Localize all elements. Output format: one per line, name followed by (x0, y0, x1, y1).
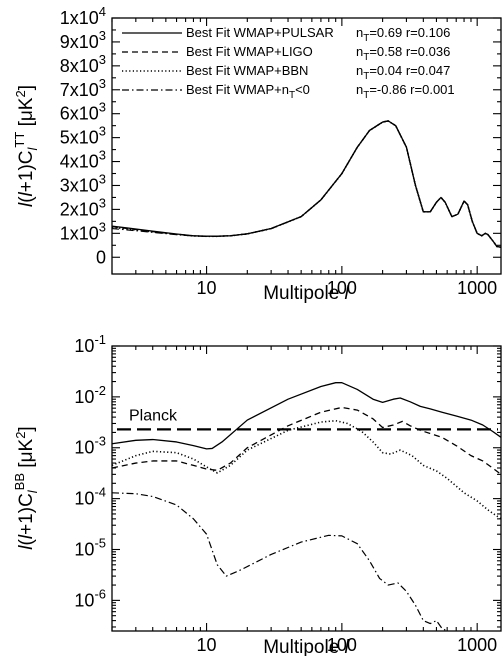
y-tick-label: 3x103 (60, 171, 106, 195)
series-line-best-fit-wmap-pulsar (112, 382, 501, 450)
bb-plot-frame (111, 345, 502, 632)
planck-sensitivity-group: Planck (117, 407, 498, 431)
bb-series-group (112, 382, 501, 631)
tt-plot-frame (111, 17, 502, 275)
series-line-best-fit-wmap-bbn (112, 419, 501, 520)
y-tick-label: 10-4 (74, 485, 106, 509)
legend-entry-params: nT=-0.86 r=0.001 (356, 82, 455, 101)
y-tick-label: 9x103 (60, 28, 106, 52)
bb-x-axis-title: Multipole l (263, 637, 349, 656)
legend-entry-label: Best Fit WMAP+BBN (186, 63, 308, 78)
bb-y-axis-title: l(l+1)ClBB [μK2] (12, 426, 40, 549)
planck-label: Planck (129, 407, 178, 424)
y-tick-label: 8x103 (60, 52, 106, 76)
y-tick-label: 10-3 (74, 434, 106, 458)
legend-entry-label: Best Fit WMAP+LIGO (186, 44, 313, 59)
tt-legend: Best Fit WMAP+PULSAR nT=0.69 r=0.106 Best … (122, 25, 455, 101)
tt-spectrum-panel: 10 100 1000 0 1x1032x1033x1034x1035x1036x103… (12, 4, 502, 304)
bb-axis-ticks: 10 100 1000 10-6 10-5 10-4 10-3 10-2 10-1 (74, 332, 501, 655)
y-tick-label: 10-2 (74, 383, 106, 407)
series-line-best-fit-wmap-bbn (112, 120, 501, 249)
tt-series-group (112, 120, 501, 249)
series-line-best-fit-wmap-pulsar (112, 120, 501, 248)
y-tick-label: 10-1 (74, 332, 106, 356)
tt-x-axis-title: Multipole l (263, 283, 349, 304)
y-tick-label: 10-5 (74, 535, 106, 559)
y-tick-label: 2x103 (60, 195, 106, 219)
legend-entry-label: Best Fit WMAP+PULSAR (186, 25, 334, 40)
legend-entry-params: nT=0.69 r=0.106 (356, 25, 450, 44)
series-line-best-fit-wmap-ligo (112, 406, 501, 475)
legend-entry-params: nT=0.58 r=0.036 (356, 44, 450, 63)
y-tick-label: 4x103 (60, 148, 106, 172)
y-tick-label: 7x103 (60, 76, 106, 100)
y-tick-label: 6x103 (60, 100, 106, 124)
legend-entry-params: nT=0.04 r=0.047 (356, 63, 450, 82)
tt-y-axis-title: l(l+1)ClTT [μK2] (12, 85, 40, 207)
y-tick-label: 0 (96, 247, 106, 267)
y-tick-label: 5x103 (60, 124, 106, 148)
y-tick-label: 1x104 (60, 4, 106, 28)
x-tick-label: 10 (197, 278, 217, 298)
series-line-best-fit-wmap-ligo (112, 120, 501, 248)
bb-spectrum-panel: 10 100 1000 10-6 10-5 10-4 10-3 10-2 10-1 Planck… (12, 332, 502, 656)
x-tick-label: 1000 (457, 278, 497, 298)
x-tick-label: 1000 (457, 635, 497, 655)
x-tick-label: 10 (197, 635, 217, 655)
legend-entry-label: Best Fit WMAP+nT<0 (186, 82, 310, 101)
x-tick-label: 100 (327, 278, 357, 298)
tt-axis-ticks: 10 100 1000 0 1x1032x1033x1034x1035x1036x103… (60, 4, 501, 298)
x-tick-label: 100 (327, 635, 357, 655)
y-tick-label: 1x103 (60, 219, 106, 243)
series-line-best-fit-wmap-n-t-0 (112, 492, 448, 631)
series-line-best-fit-wmap-n-t-0 (112, 120, 501, 248)
y-tick-label: 10-6 (74, 586, 106, 610)
